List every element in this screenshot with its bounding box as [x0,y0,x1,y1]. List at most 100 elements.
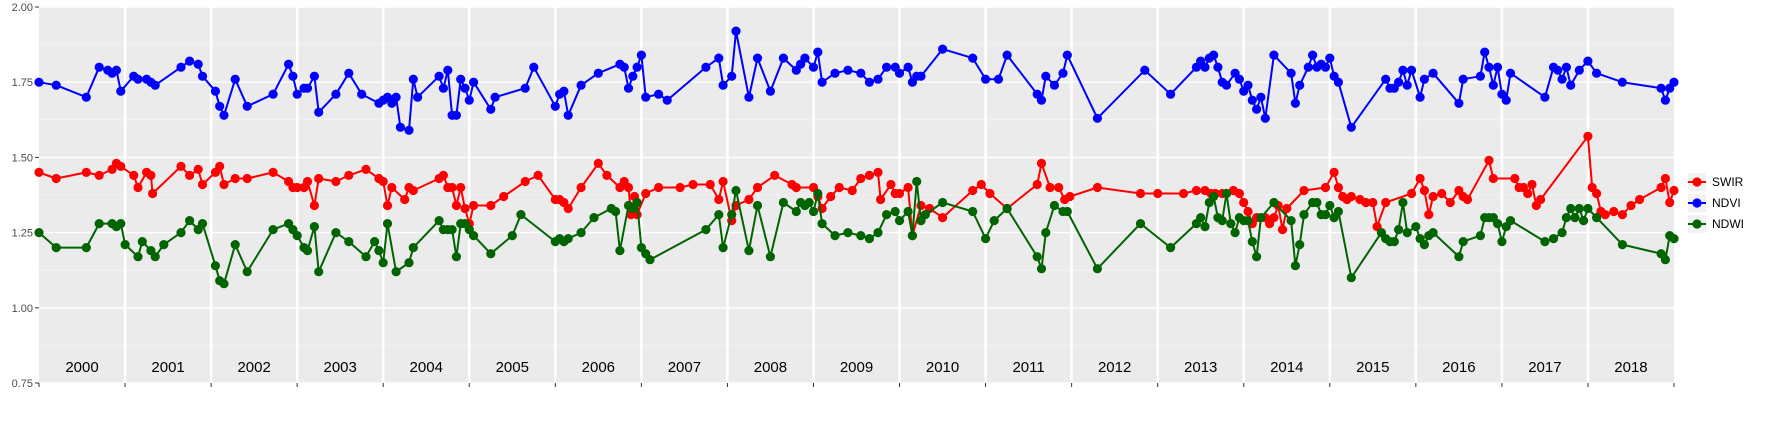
ndwi-point [752,200,763,211]
ndvi-point [81,92,91,102]
swir-point [292,182,302,193]
ndvi-point [1557,74,1567,84]
ndvi-point [1454,98,1464,108]
ndvi-point [464,95,474,105]
ndvi-point [1221,80,1232,90]
ndwi-point [331,228,341,238]
ndwi-point [903,206,913,217]
year-label: 2006 [582,359,615,376]
swir-point [215,161,225,171]
ndwi-point [314,267,324,277]
ndwi-point [1493,219,1503,229]
ndwi-point [344,237,354,247]
ndwi-point [882,210,892,220]
legend-item-ndwi: NDWI [1688,215,1744,233]
ndwi-point [1269,197,1279,208]
swir-point [382,200,393,211]
ndwi-point [1561,213,1571,223]
ndvi-point [662,95,672,105]
ndvi-point [856,68,866,78]
swir-point [176,161,186,171]
legend-key-point [1692,219,1702,229]
ndvi-point [51,80,61,90]
ndvi-point [765,86,776,96]
ndvi-point [727,71,737,81]
ndwi-point [1243,216,1253,226]
swir-point [1153,188,1163,199]
year-label: 2008 [754,359,787,376]
ndvi-point [1295,80,1305,90]
swir-point [331,176,341,187]
swir-point [641,188,651,199]
ndwi-point [1398,197,1408,208]
swir-point [1660,173,1670,184]
ndwi-point [1092,264,1102,274]
swir-point [146,170,156,180]
ndvi-point [1501,95,1511,105]
series-ndwi [34,176,1679,289]
ndwi-point [920,210,930,220]
swir-point [847,185,857,196]
ndwi-point [563,234,573,244]
year-label: 2000 [65,359,98,376]
ndvi-point [1402,80,1412,90]
ndvi-point [843,65,853,75]
swir-point [705,179,715,190]
ndwi-point [1570,213,1580,223]
year-label: 2017 [1528,359,1561,376]
ndvi-point [176,62,186,72]
ndvi-point [981,74,991,84]
ndvi-point [193,59,203,69]
swir-point [1329,167,1339,177]
ndvi-point [150,80,160,90]
ndvi-point [490,92,500,102]
swir-point [1191,185,1201,196]
swir-point [1032,179,1042,190]
swir-point [968,185,978,196]
ndvi-point [1394,77,1404,87]
swir-point [1527,179,1537,190]
ndvi-point [1561,62,1571,72]
ndwi-point [1454,252,1464,262]
swir-point [1269,213,1279,223]
ndwi-point [938,197,948,208]
legend-item-swir: SWIR [1688,173,1744,191]
series-swir [34,131,1679,241]
ndvi-point [242,101,252,111]
ndwi-point [268,225,278,235]
ndwi-point [912,176,922,187]
swir-point [602,170,612,180]
ndvi-point [1243,80,1253,90]
ndvi-point [1286,68,1296,78]
ndwi-point [408,243,418,253]
ndwi-point [1660,255,1670,265]
swir-point [129,170,139,180]
swir-point [1424,210,1434,220]
ndwi-point [1217,216,1227,226]
ndwi-point [1411,222,1421,232]
ndvi-point [1488,80,1498,90]
ndwi-point [1346,273,1356,283]
ndvi-point [434,71,444,81]
ndvi-point [443,65,453,75]
ndvi-point [1247,95,1257,105]
ndwi-point [856,231,866,241]
ndwi-point [404,258,414,268]
swir-point [1320,182,1331,193]
swir-point [1346,191,1356,202]
ndvi-point [1260,113,1270,123]
swir-point [864,170,875,180]
ndwi-point [185,216,195,226]
swir-point [1243,206,1253,217]
swir-point [985,188,995,199]
swir-point [460,203,470,214]
swir-point [1583,131,1593,141]
ndvi-point [219,110,229,120]
swir-point [1234,188,1244,199]
ndvi-point [714,53,724,63]
ndvi-point [94,62,104,72]
ndwi-point [1548,234,1559,244]
swir-point [302,176,313,187]
swir-point [886,179,896,190]
ndwi-point [120,240,130,250]
